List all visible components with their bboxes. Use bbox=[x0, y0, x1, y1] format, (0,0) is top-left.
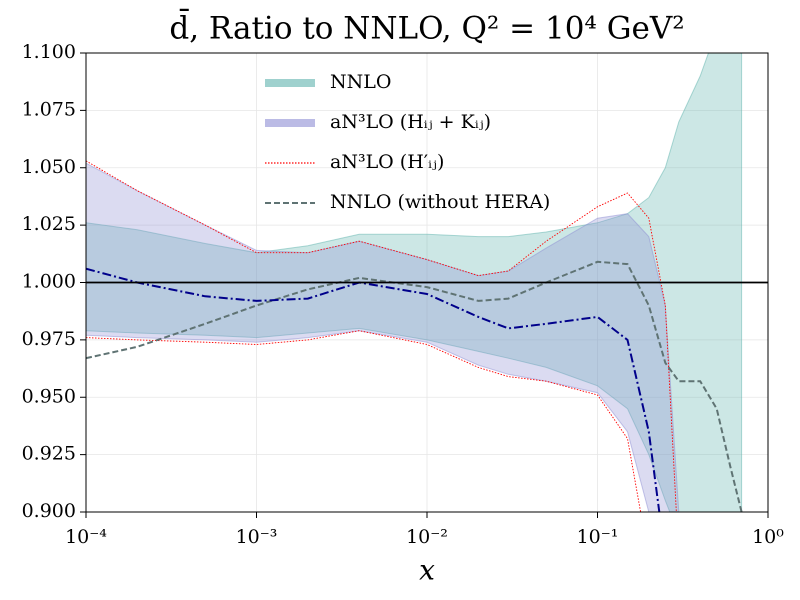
y-tick-label: 1.050 bbox=[22, 156, 76, 178]
x-tick-label: 10⁻¹ bbox=[577, 526, 619, 548]
legend-label: NNLO bbox=[330, 71, 391, 93]
x-tick-label: 10⁰ bbox=[752, 526, 784, 548]
x-tick-label: 10⁻³ bbox=[236, 526, 278, 548]
y-tick-label: 0.975 bbox=[22, 328, 76, 350]
x-tick-label: 10⁻⁴ bbox=[65, 526, 107, 548]
y-tick-label: 1.100 bbox=[22, 41, 76, 63]
x-axis-label: x bbox=[419, 554, 435, 587]
y-tick-label: 1.025 bbox=[22, 213, 76, 235]
x-tick-label: 10⁻² bbox=[406, 526, 448, 548]
y-tick-label: 0.950 bbox=[22, 385, 76, 407]
y-tick-label: 1.000 bbox=[22, 271, 76, 293]
y-tick-label: 1.075 bbox=[22, 98, 76, 120]
axes: 10⁻⁴ 10⁻³ 10⁻² 10⁻¹ 10⁰ 0.900 0.925 0.950 0.975 1… bbox=[22, 41, 785, 548]
chart-title: d̄, Ratio to NNLO, Q² = 10⁴ GeV² bbox=[169, 8, 684, 47]
band-edge bbox=[86, 330, 642, 512]
plot-area bbox=[86, 53, 768, 512]
central-line bbox=[86, 267, 661, 512]
y-tick-label: 0.900 bbox=[22, 500, 76, 522]
y-tick-label: 0.925 bbox=[22, 443, 76, 465]
axes-frame bbox=[85, 52, 769, 513]
legend-label: NNLO (without HERA) bbox=[330, 191, 550, 213]
legend-label: aN³LO (H′ᵢⱼ) bbox=[330, 151, 444, 173]
legend-label: aN³LO (Hᵢⱼ + Kᵢⱼ) bbox=[330, 111, 491, 133]
